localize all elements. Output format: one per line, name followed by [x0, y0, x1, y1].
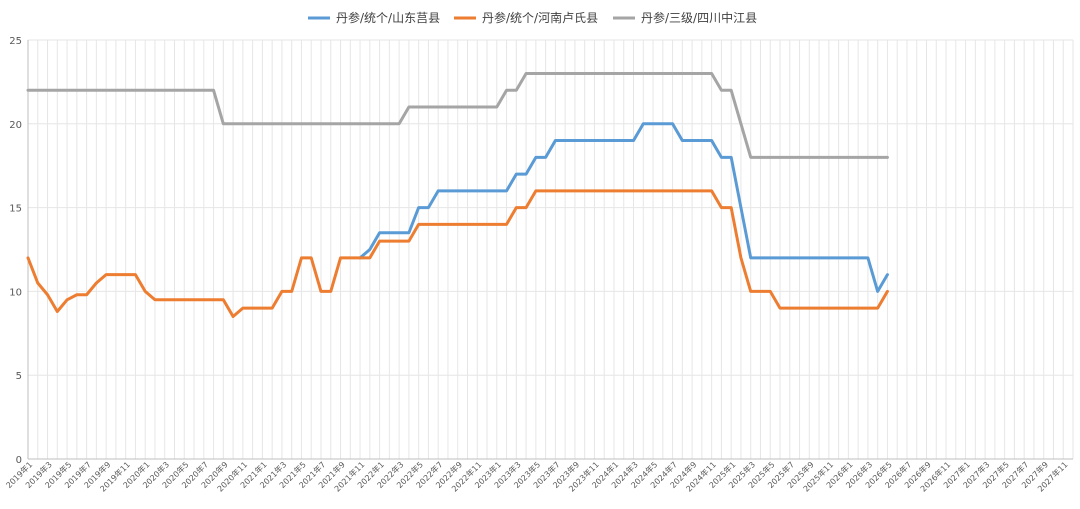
y-tick-label: 15: [9, 204, 22, 215]
legend-label-3: 丹参/三级/四川中江县: [641, 10, 757, 25]
y-tick-label: 5: [16, 371, 22, 382]
y-tick-label: 10: [9, 287, 22, 298]
series-line-2: [26, 189, 889, 319]
legend-label-1: 丹参/统个/山东莒县: [336, 10, 440, 25]
legend-label-2: 丹参/统个/河南卢氏县: [482, 10, 598, 25]
y-tick-label: 25: [9, 36, 22, 47]
series-line-3: [26, 72, 889, 159]
y-tick-label: 20: [9, 120, 22, 131]
y-tick-label: 0: [16, 455, 22, 466]
series-line-1: [358, 122, 889, 293]
